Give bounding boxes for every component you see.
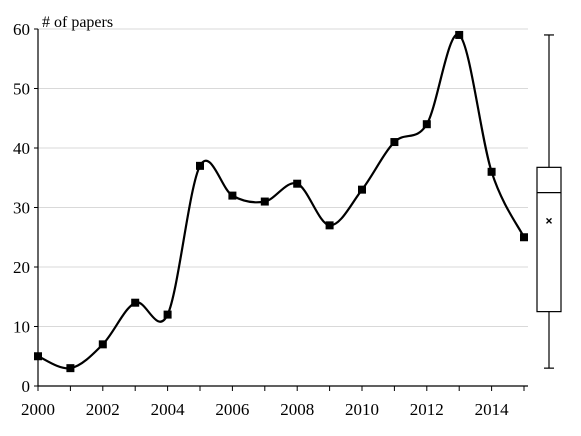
data-point (163, 310, 172, 319)
data-point (293, 179, 302, 188)
data-point (260, 197, 269, 206)
y-tick-label: 50 (13, 80, 30, 99)
x-tick-labels: 2000 2002 2004 2006 2008 2010 2012 2014 (21, 386, 525, 419)
y-tick-label: 60 (13, 20, 30, 39)
box-mean-marker (546, 217, 552, 224)
data-point (487, 167, 496, 176)
boxplot (536, 34, 562, 369)
x-tick-label: 2014 (475, 400, 510, 419)
data-point (228, 191, 237, 200)
y-axis-title: # of papers (42, 14, 113, 31)
x-tick-label: 2006 (215, 400, 249, 419)
data-points (34, 30, 528, 373)
data-point (98, 340, 107, 349)
y-tick-label: 20 (13, 258, 30, 277)
x-tick-label: 2002 (86, 400, 120, 419)
data-point (455, 30, 464, 39)
gridlines (38, 28, 528, 327)
data-point (196, 161, 204, 170)
data-point (34, 352, 42, 361)
y-tick-label: 40 (13, 139, 30, 158)
x-tick-label: 2004 (151, 400, 186, 419)
y-tick-labels: 0 10 20 30 40 50 60 (13, 20, 38, 396)
x-tick-label: 2010 (345, 400, 379, 419)
data-point (422, 120, 431, 129)
data-point (520, 233, 528, 242)
data-point (390, 138, 399, 147)
y-tick-label: 10 (13, 318, 30, 337)
data-point (66, 364, 75, 373)
data-point (131, 298, 140, 307)
data-point (358, 185, 366, 194)
x-tick-label: 2000 (21, 400, 55, 419)
x-tick-label: 2008 (280, 400, 314, 419)
data-point (325, 221, 334, 230)
y-tick-label: 0 (22, 377, 31, 396)
x-tick-label: 2012 (410, 400, 444, 419)
y-tick-label: 30 (13, 199, 30, 218)
series-line (37, 33, 525, 370)
box-iqr (536, 166, 562, 313)
